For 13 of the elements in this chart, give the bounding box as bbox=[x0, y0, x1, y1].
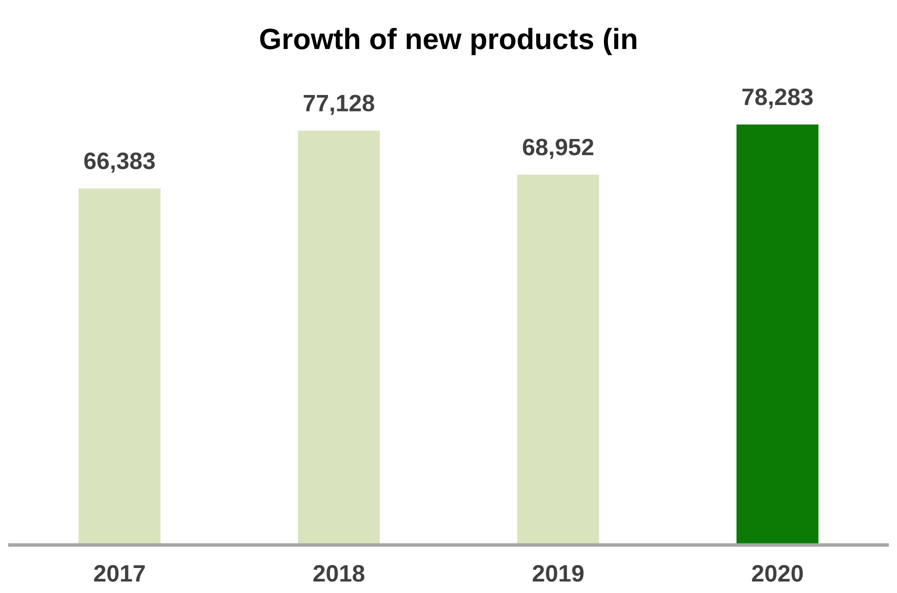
x-tick-label: 2020 bbox=[752, 565, 803, 582]
data-label: 66,383 bbox=[84, 152, 155, 173]
x-tick-label: 2019 bbox=[532, 565, 584, 582]
chart-title: Growth of new products (in bbox=[260, 28, 636, 56]
x-tick-label: 2017 bbox=[94, 565, 145, 582]
bar bbox=[296, 129, 382, 545]
bar bbox=[516, 173, 601, 545]
x-tick-label: 2018 bbox=[313, 565, 364, 582]
data-label: 77,128 bbox=[304, 94, 374, 115]
data-label: 78,283 bbox=[742, 88, 813, 109]
data-label: 68,952 bbox=[522, 138, 594, 159]
bar bbox=[77, 187, 162, 545]
bar bbox=[735, 123, 820, 545]
